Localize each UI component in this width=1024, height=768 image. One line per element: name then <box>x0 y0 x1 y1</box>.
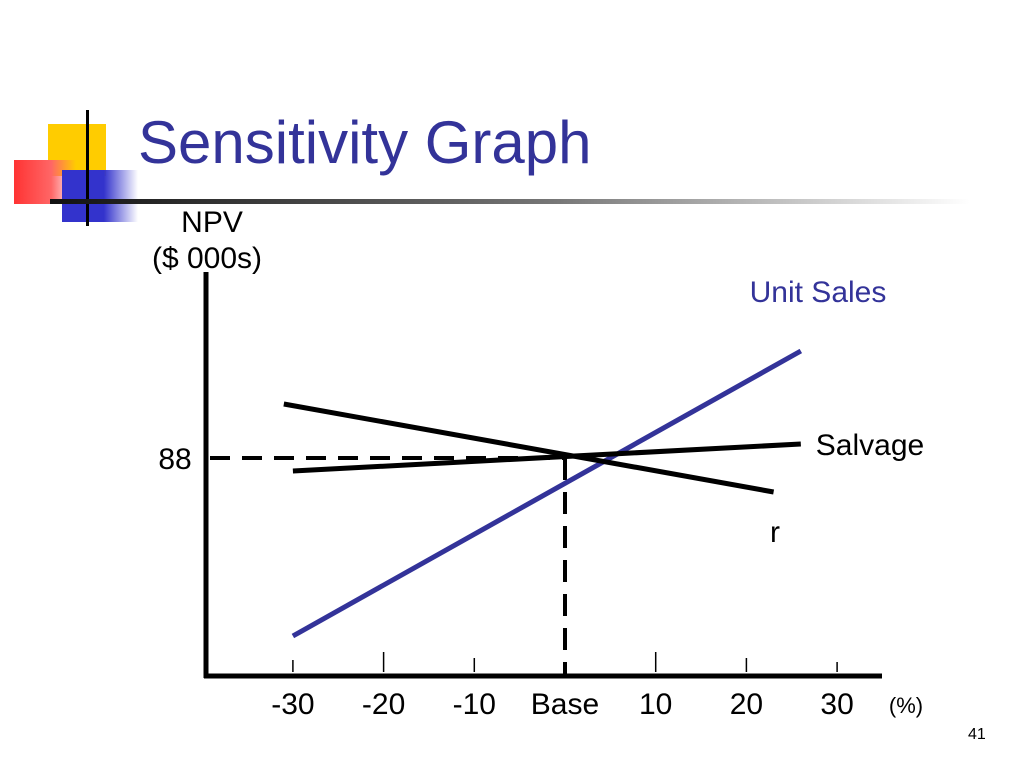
x-tick-label: -30 <box>271 688 314 721</box>
deco-blue-square <box>62 170 138 222</box>
x-unit-label: (%) <box>889 693 923 718</box>
series-label-salvage: Salvage <box>816 429 924 462</box>
deco-vertical-bar <box>86 110 89 226</box>
series-line-r <box>283 401 775 495</box>
series-line-unit-sales <box>291 348 803 639</box>
title-rule <box>50 199 970 204</box>
series-label-unit-sales: Unit Sales <box>750 276 887 309</box>
base-guides <box>210 456 567 674</box>
series-line-salvage <box>292 441 801 474</box>
y-axis-label-line2: ($ 000s) <box>152 242 262 275</box>
axes <box>203 272 882 679</box>
labels: -30 -20 -10 Base 10 20 30 (%) NPV($ 000s) 88 Unit … <box>152 206 924 721</box>
series-label-r: r <box>770 516 780 549</box>
y-axis-label-line1: NPV <box>181 206 243 239</box>
slide-title: Sensitivity Graph <box>138 109 592 176</box>
x-tick-label: 10 <box>639 688 672 721</box>
x-tick-label: 30 <box>820 688 853 721</box>
series-layer <box>283 348 803 639</box>
x-tick-label: -20 <box>362 688 405 721</box>
x-tick-label: Base <box>531 688 599 721</box>
y-tick-label: 88 <box>158 443 191 476</box>
slide-number: 41 <box>968 726 986 743</box>
x-tick-label: -10 <box>453 688 496 721</box>
x-tick-label: 20 <box>730 688 763 721</box>
